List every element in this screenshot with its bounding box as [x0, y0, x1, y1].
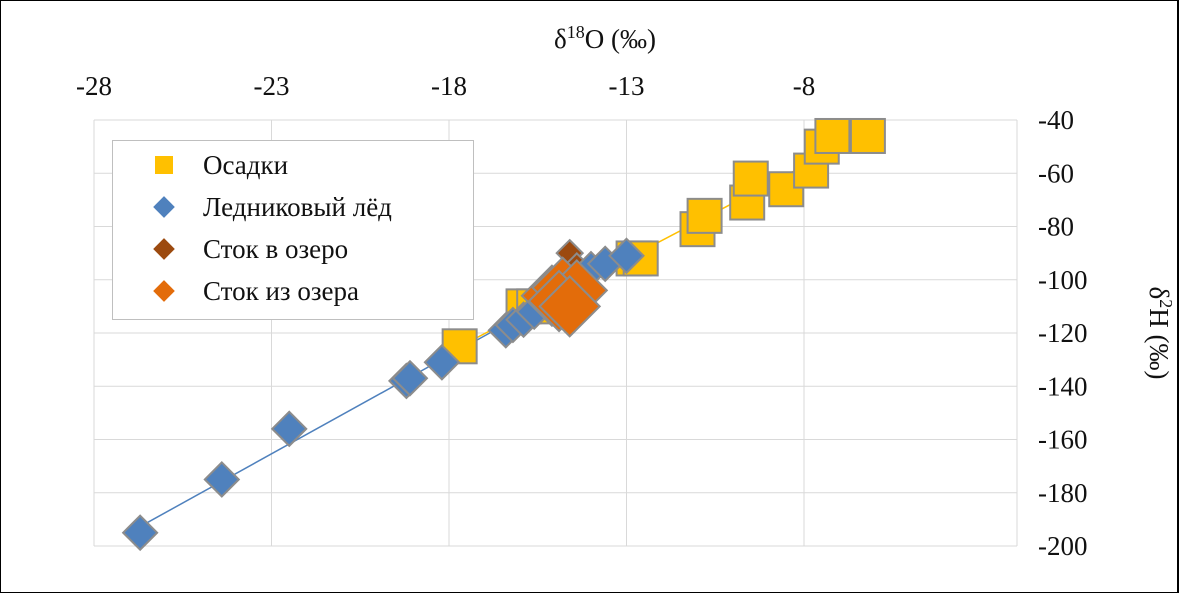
data-point	[203, 461, 241, 498]
y-tick-label: -120	[1038, 318, 1088, 348]
y-tick-label: -200	[1038, 531, 1088, 561]
y-tick-label: -80	[1038, 212, 1074, 242]
data-point	[121, 514, 159, 552]
x-tick-label: -28	[76, 71, 112, 101]
data-point	[686, 197, 723, 234]
legend-swatch	[155, 156, 173, 174]
data-point	[270, 410, 308, 448]
legend-swatch	[153, 238, 175, 260]
y-tick-label: -40	[1038, 105, 1074, 135]
data-point	[538, 274, 602, 338]
legend-item: Осадки	[113, 147, 288, 183]
legend-label: Ледниковый лёд	[203, 191, 392, 222]
y-tick-label: -160	[1038, 425, 1088, 455]
tick-labels: -28 -23 -18 -13 -8 -40 -60 -80 -100 -120 -140 -160 -…	[76, 71, 1088, 561]
data-point	[814, 117, 851, 154]
legend-item: Сток в озеро	[113, 231, 348, 267]
x-tick-label: -8	[793, 71, 816, 101]
data-point	[732, 160, 769, 197]
legend-label: Сток из озера	[203, 275, 359, 306]
y-tick-label: -180	[1038, 478, 1088, 508]
y-tick-label: -140	[1038, 371, 1088, 401]
x-axis-title: δ18O (‰)	[554, 22, 656, 54]
data-point	[608, 237, 645, 275]
y-tick-label: -100	[1038, 265, 1088, 295]
legend-label: Сток в озеро	[203, 233, 349, 264]
x-tick-label: -18	[431, 71, 467, 101]
legend-item: Сток из озера	[113, 273, 359, 309]
x-tick-label: -23	[254, 71, 290, 101]
y-axis-title: δ2H (‰)	[1144, 287, 1176, 380]
legend: Осадки Ледниковый лёд Сток в озеро Сток из …	[112, 140, 474, 320]
legend-item: Ледниковый лёд	[113, 189, 392, 225]
legend-swatch	[153, 280, 175, 302]
data-point	[423, 343, 461, 381]
data-point	[391, 359, 429, 397]
legend-swatch	[153, 196, 175, 218]
y-tick-label: -60	[1038, 158, 1074, 188]
legend-label: Осадки	[203, 149, 289, 180]
data-points	[121, 117, 886, 552]
x-tick-label: -13	[609, 71, 645, 101]
data-point	[849, 117, 886, 154]
